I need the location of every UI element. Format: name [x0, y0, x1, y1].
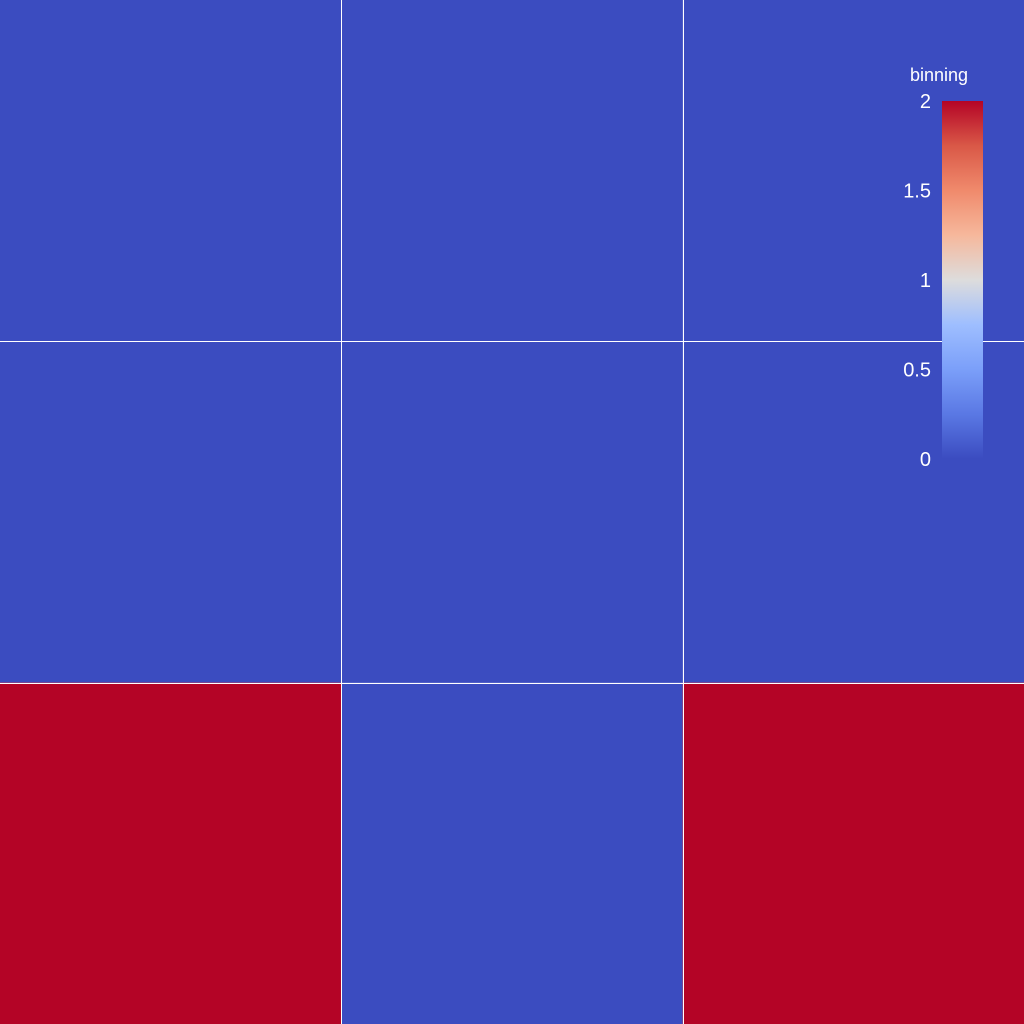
heatmap-cell-r1-c0: [0, 341, 341, 682]
colorbar-tick-label: 0.5: [903, 360, 931, 382]
colorbar-title: binning: [910, 65, 968, 85]
heatmap-cell-r2-c2: [683, 683, 1024, 1024]
colorbar-tick-label: 1: [920, 270, 931, 292]
heatmap-cell-r0-c0: [0, 0, 341, 341]
colorbar-tick-label: 1.5: [903, 181, 931, 203]
heatmap-cell-r1-c1: [341, 341, 682, 682]
colorbar-tick-label: 2: [920, 91, 931, 113]
colorbar-tick-label: 0: [920, 449, 931, 471]
heatmap-cell-r2-c1: [341, 683, 682, 1024]
heatmap-cell-r2-c0: [0, 683, 341, 1024]
heatmap-cell-r0-c1: [341, 0, 682, 341]
colorbar-gradient: [942, 101, 983, 459]
